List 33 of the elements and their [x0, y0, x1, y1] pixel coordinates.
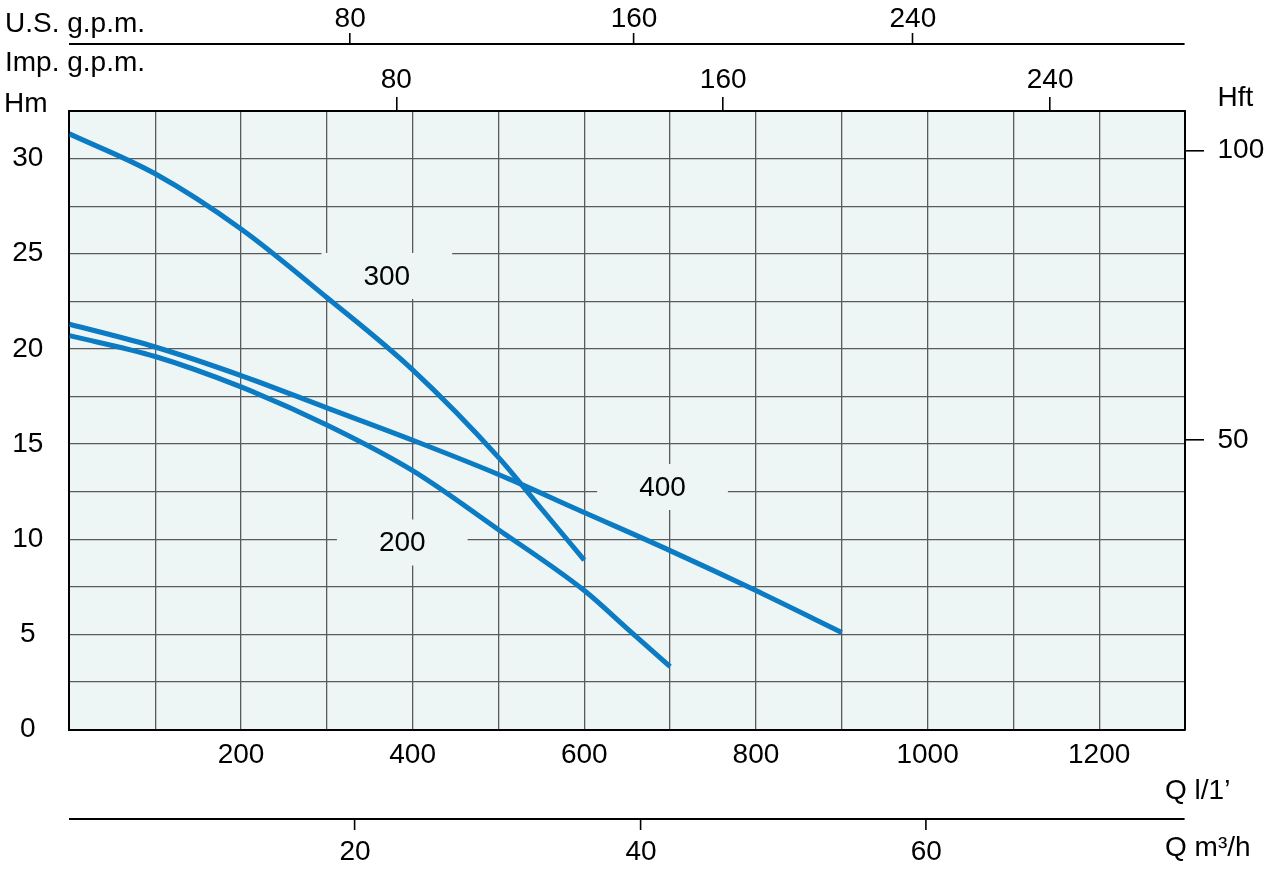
y2-axis-title: Hft [1217, 81, 1254, 112]
y-tick-label: 25 [12, 236, 44, 268]
y-tick-label: 30 [12, 141, 44, 173]
text: 160 [610, 1, 658, 33]
x-tick-label: 400 [389, 737, 437, 769]
x2-tick-label: 160 [699, 62, 747, 94]
x-tick-label: 800 [732, 737, 780, 769]
y-tick-label: 10 [12, 521, 44, 553]
series-label: 300 [363, 259, 411, 291]
y-tick-label: 0 [20, 712, 36, 744]
text: 240 [889, 1, 937, 33]
text: 60 [910, 834, 942, 866]
x-tick-label: 600 [560, 737, 608, 769]
x-axis-title: Q l/1’ [1165, 774, 1231, 805]
y2-tick-label: 50 [1217, 422, 1249, 454]
text: Q m³/h [1165, 830, 1251, 862]
x-tick-label: 200 [217, 737, 265, 769]
text: 20 [339, 834, 371, 866]
series-label: 200 [378, 526, 426, 558]
text: 40 [625, 834, 657, 866]
x2-tick-label: 80 [380, 62, 412, 94]
x-tick-label: 1000 [896, 737, 959, 769]
x-tick-label: 1200 [1068, 737, 1131, 769]
x2-axis-title: Imp. g.p.m. [5, 46, 146, 77]
y-tick-label: 20 [12, 331, 44, 363]
y-axis-title: Hm [4, 87, 48, 118]
y-tick-label: 15 [12, 426, 44, 458]
x2-tick-label: 240 [1026, 62, 1074, 94]
y2-tick-label: 100 [1217, 133, 1265, 165]
series-label: 400 [639, 470, 686, 502]
text: 80 [334, 1, 366, 33]
y-tick-label: 5 [20, 617, 36, 649]
text: U.S. g.p.m. [5, 7, 146, 38]
